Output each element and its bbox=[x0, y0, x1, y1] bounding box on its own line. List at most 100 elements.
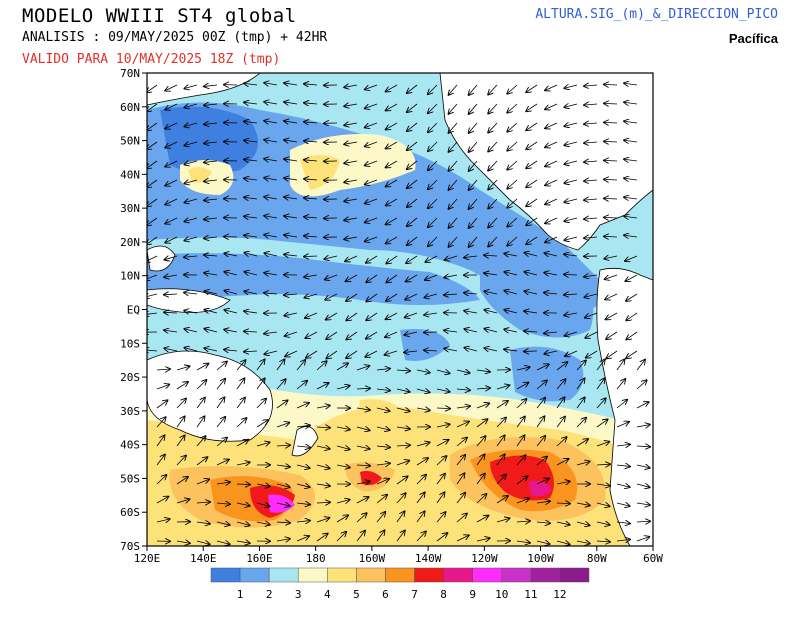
direction-arrow bbox=[488, 141, 498, 152]
direction-arrow bbox=[224, 253, 238, 256]
direction-arrow bbox=[284, 159, 298, 161]
direction-arrow bbox=[376, 463, 390, 465]
direction-arrow bbox=[626, 350, 638, 358]
direction-arrow bbox=[324, 256, 338, 259]
direction-arrow bbox=[416, 408, 430, 410]
colorbar-swatch bbox=[443, 567, 473, 583]
direction-arrow bbox=[636, 465, 650, 468]
direction-arrow bbox=[536, 522, 550, 523]
direction-arrow bbox=[296, 425, 310, 427]
direction-arrow bbox=[536, 416, 544, 428]
direction-arrow bbox=[147, 103, 158, 111]
direction-arrow bbox=[507, 84, 518, 94]
direction-arrow bbox=[526, 217, 538, 225]
direction-arrow bbox=[444, 294, 458, 295]
direction-arrow bbox=[276, 445, 290, 446]
direction-arrow bbox=[156, 497, 168, 504]
direction-arrow bbox=[165, 122, 178, 129]
direction-arrow bbox=[296, 484, 310, 487]
direction-arrow bbox=[316, 465, 330, 468]
direction-arrow bbox=[196, 380, 206, 390]
direction-arrow bbox=[156, 475, 166, 485]
direction-arrow bbox=[516, 541, 530, 543]
direction-arrow bbox=[356, 465, 370, 466]
direction-arrow bbox=[488, 84, 498, 95]
direction-arrow bbox=[264, 83, 278, 85]
direction-arrow bbox=[325, 274, 338, 279]
direction-arrow bbox=[386, 179, 398, 186]
direction-arrow bbox=[436, 512, 445, 523]
direction-arrow bbox=[576, 398, 585, 409]
direction-arrow bbox=[406, 274, 418, 282]
colorbar-label: 5 bbox=[353, 588, 360, 601]
direction-arrow bbox=[204, 291, 218, 294]
lat-label: 70N bbox=[120, 67, 140, 80]
direction-arrow bbox=[147, 198, 158, 206]
direction-arrow bbox=[536, 501, 550, 503]
colorbar-label: 1 bbox=[237, 588, 244, 601]
direction-arrow bbox=[436, 440, 448, 447]
direction-arrow bbox=[264, 273, 278, 275]
direction-arrow bbox=[436, 408, 450, 409]
direction-arrow bbox=[316, 427, 330, 428]
direction-arrow bbox=[316, 361, 327, 371]
direction-arrow bbox=[176, 382, 188, 390]
direction-arrow bbox=[544, 332, 558, 333]
direction-arrow bbox=[464, 311, 478, 313]
direction-arrow bbox=[344, 161, 358, 163]
direction-arrow bbox=[556, 417, 565, 428]
direction-arrow bbox=[344, 85, 358, 87]
direction-arrow bbox=[556, 379, 565, 390]
direction-arrow bbox=[306, 350, 318, 358]
direction-arrow bbox=[484, 310, 498, 313]
direction-arrow bbox=[336, 515, 348, 523]
direction-arrow bbox=[216, 503, 230, 504]
direction-arrow bbox=[256, 359, 265, 371]
direction-arrow bbox=[524, 253, 538, 256]
direction-arrow bbox=[164, 312, 178, 313]
direction-arrow bbox=[564, 180, 578, 183]
direction-arrow bbox=[216, 397, 224, 409]
direction-arrow bbox=[436, 389, 450, 392]
direction-arrow bbox=[556, 481, 570, 484]
direction-arrow bbox=[428, 122, 438, 132]
colorbar-label: 8 bbox=[440, 588, 447, 601]
direction-arrow bbox=[564, 142, 578, 145]
direction-arrow bbox=[428, 160, 438, 170]
lat-label: 30S bbox=[120, 405, 140, 418]
zone-9m-se bbox=[528, 481, 552, 497]
direction-arrow bbox=[147, 313, 158, 315]
direction-arrow bbox=[564, 237, 578, 240]
direction-arrow bbox=[469, 122, 478, 133]
direction-arrow bbox=[584, 104, 598, 105]
direction-arrow bbox=[344, 199, 358, 201]
direction-arrow bbox=[236, 418, 246, 428]
direction-arrow bbox=[526, 198, 538, 206]
direction-arrow bbox=[304, 236, 318, 237]
direction-arrow bbox=[386, 160, 398, 167]
direction-arrow bbox=[504, 272, 518, 275]
direction-arrow bbox=[176, 456, 186, 466]
direction-arrow bbox=[406, 255, 418, 263]
direction-arrow bbox=[544, 351, 558, 354]
direction-arrow bbox=[165, 217, 178, 224]
direction-arrow bbox=[616, 522, 630, 524]
direction-arrow bbox=[596, 484, 610, 486]
direction-arrow bbox=[536, 436, 545, 447]
direction-arrow bbox=[545, 160, 558, 166]
direction-arrow bbox=[488, 179, 498, 190]
direction-arrow bbox=[276, 522, 290, 523]
direction-arrow bbox=[396, 427, 410, 429]
latitude-axis: 70N 60N 50N 40N 30N 20N 10N EQ 10S 20S 30S 40S 50S 60… bbox=[120, 67, 147, 553]
direction-arrow bbox=[616, 503, 630, 506]
direction-arrow bbox=[624, 102, 638, 104]
direction-arrow bbox=[564, 161, 578, 164]
direction-arrow bbox=[204, 199, 218, 200]
direction-arrow bbox=[396, 370, 410, 371]
direction-arrow bbox=[504, 291, 518, 294]
direction-arrow bbox=[584, 142, 598, 143]
wave-direction-arrows bbox=[147, 83, 650, 545]
direction-arrow bbox=[184, 180, 198, 184]
direction-arrow bbox=[184, 348, 198, 351]
direction-arrow bbox=[164, 294, 178, 295]
